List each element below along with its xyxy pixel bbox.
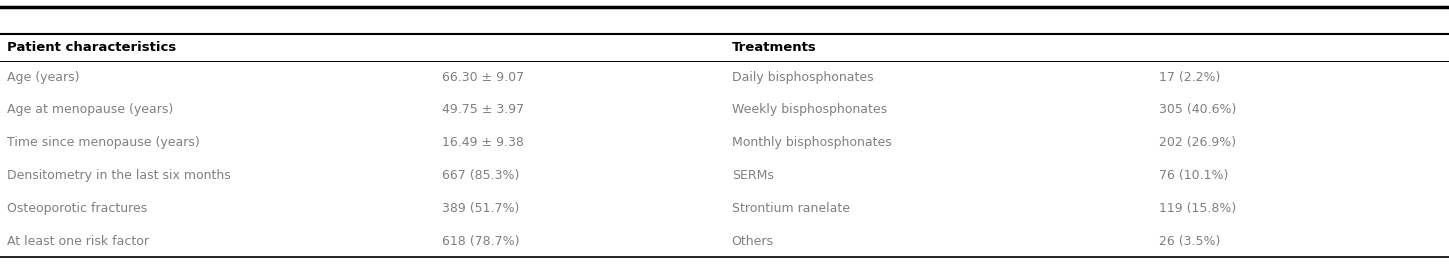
Text: 618 (78.7%): 618 (78.7%) <box>442 234 519 248</box>
Text: Others: Others <box>732 234 774 248</box>
Text: At least one risk factor: At least one risk factor <box>7 234 149 248</box>
Text: Treatments: Treatments <box>732 41 816 54</box>
Text: 49.75 ± 3.97: 49.75 ± 3.97 <box>442 103 525 116</box>
Text: 305 (40.6%): 305 (40.6%) <box>1159 103 1236 116</box>
Text: Weekly bisphosphonates: Weekly bisphosphonates <box>732 103 887 116</box>
Text: Time since menopause (years): Time since menopause (years) <box>7 136 200 149</box>
Text: 76 (10.1%): 76 (10.1%) <box>1159 169 1229 182</box>
Text: Monthly bisphosphonates: Monthly bisphosphonates <box>732 136 891 149</box>
Text: Age at menopause (years): Age at menopause (years) <box>7 103 174 116</box>
Text: 202 (26.9%): 202 (26.9%) <box>1159 136 1236 149</box>
Text: 389 (51.7%): 389 (51.7%) <box>442 202 519 215</box>
Text: 66.30 ± 9.07: 66.30 ± 9.07 <box>442 70 525 84</box>
Text: Daily bisphosphonates: Daily bisphosphonates <box>732 70 874 84</box>
Text: Strontium ranelate: Strontium ranelate <box>732 202 849 215</box>
Text: Densitometry in the last six months: Densitometry in the last six months <box>7 169 230 182</box>
Text: 26 (3.5%): 26 (3.5%) <box>1159 234 1220 248</box>
Text: Osteoporotic fractures: Osteoporotic fractures <box>7 202 148 215</box>
Text: 16.49 ± 9.38: 16.49 ± 9.38 <box>442 136 525 149</box>
Text: Patient characteristics: Patient characteristics <box>7 41 177 54</box>
Text: 17 (2.2%): 17 (2.2%) <box>1159 70 1220 84</box>
Text: 119 (15.8%): 119 (15.8%) <box>1159 202 1236 215</box>
Text: SERMs: SERMs <box>732 169 774 182</box>
Text: Age (years): Age (years) <box>7 70 80 84</box>
Text: 667 (85.3%): 667 (85.3%) <box>442 169 519 182</box>
